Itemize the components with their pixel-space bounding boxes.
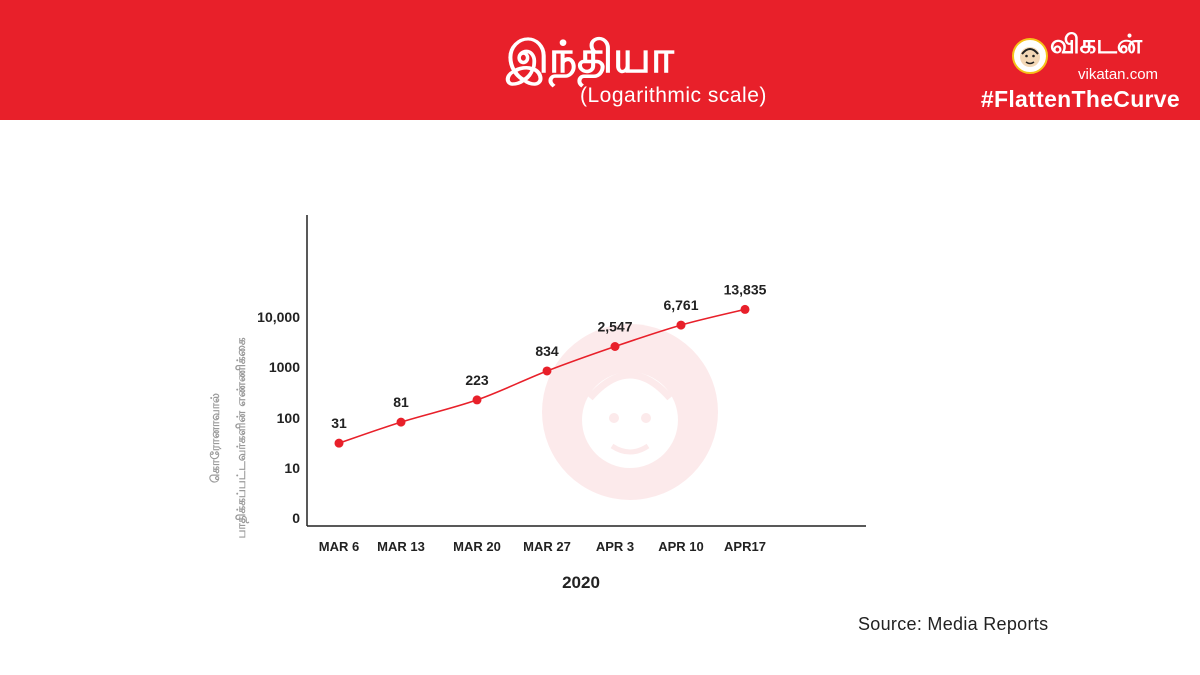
watermark-icon <box>542 324 718 500</box>
x-axis-title: 2020 <box>562 573 600 592</box>
x-tick-label: APR17 <box>724 539 766 554</box>
data-label: 834 <box>535 343 559 359</box>
y-axis-title-line-2: பாதிக்கப்பட்டவர்களின் எண்ணிக்கை <box>234 337 249 538</box>
hashtag: #FlattenTheCurve <box>980 86 1180 112</box>
data-point <box>334 438 344 448</box>
chart-title: இந்தியா <box>506 32 674 83</box>
y-tick-label: 0 <box>292 510 300 526</box>
data-point <box>740 304 750 314</box>
chart-subtitle: (Logarithmic scale) <box>580 84 767 107</box>
y-tick-label: 10,000 <box>257 309 300 325</box>
data-label: 223 <box>465 372 489 388</box>
x-tick-label: MAR 13 <box>377 539 425 554</box>
source-note: Source: Media Reports <box>858 614 1049 634</box>
y-axis-title-line-1: கொரோனாவால் <box>208 393 222 483</box>
data-point <box>472 395 482 405</box>
data-label: 2,547 <box>597 318 632 334</box>
vikatan-logo-icon <box>1012 38 1048 74</box>
x-tick-label: MAR 6 <box>319 539 359 554</box>
x-tick-label: APR 3 <box>596 539 634 554</box>
data-point <box>396 417 406 427</box>
x-tick-label: MAR 20 <box>453 539 501 554</box>
x-tick-label: APR 10 <box>658 539 704 554</box>
data-label: 31 <box>331 415 347 431</box>
data-point <box>610 341 620 351</box>
brand-url: vikatan.com <box>1078 66 1159 83</box>
y-tick-label: 10 <box>284 460 300 476</box>
brand-name: விகடன் <box>1050 30 1143 60</box>
header-banner <box>0 0 1200 120</box>
data-label: 81 <box>393 394 409 410</box>
data-label: 6,761 <box>663 297 698 313</box>
y-tick-label: 100 <box>277 410 301 426</box>
data-point <box>676 320 686 330</box>
x-tick-label: MAR 27 <box>523 539 571 554</box>
y-tick-label: 1000 <box>269 359 300 375</box>
data-label: 13,835 <box>724 281 767 297</box>
data-point <box>542 366 552 376</box>
